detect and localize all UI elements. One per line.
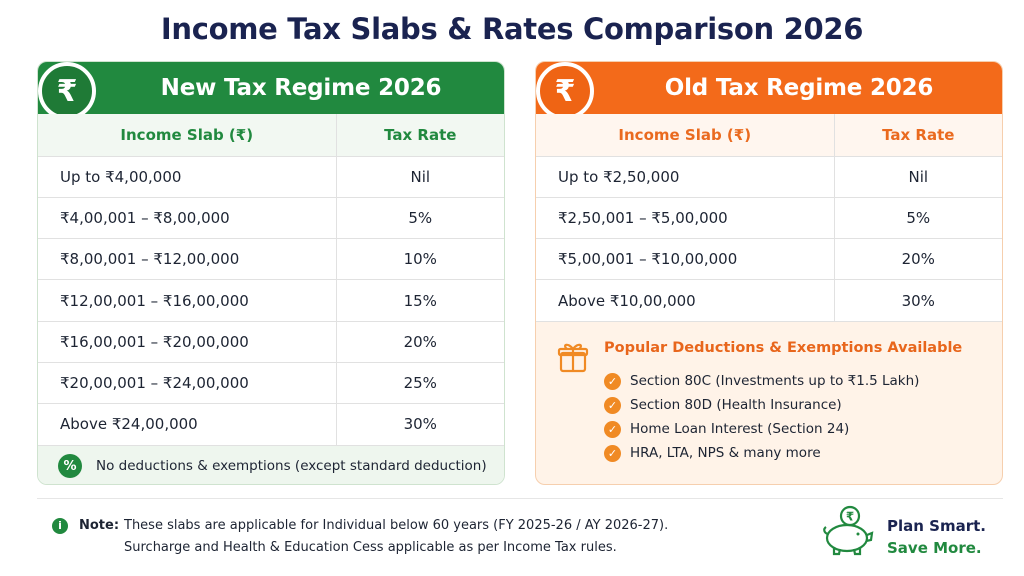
income-slab-cell: ₹8,00,001 – ₹12,00,000 (38, 238, 337, 281)
table-row: ₹12,00,001 – ₹16,00,000 15% (38, 279, 504, 322)
table-header-row: Income Slab (₹) Tax Rate (38, 114, 504, 157)
income-slab-cell: Above ₹10,00,000 (536, 279, 835, 322)
rupee-icon: ₹ (536, 62, 594, 120)
tax-rate-cell: 5% (834, 197, 1002, 240)
old-regime-table: Income Slab (₹) Tax Rate Up to ₹2,50,000… (536, 114, 1002, 322)
old-regime-header: ₹ Old Tax Regime 2026 (536, 62, 1002, 120)
no-deductions-note: % No deductions & exemptions (except sta… (38, 446, 504, 484)
table-row: Up to ₹2,50,000 Nil (536, 156, 1002, 198)
page-title: Income Tax Slabs & Rates Comparison 2026 (160, 12, 864, 46)
piggy-bank-icon: ₹ (823, 505, 874, 556)
note-text-line-2: Surcharge and Health & Education Cess ap… (124, 540, 617, 555)
check-circle-icon: ✓ (604, 420, 621, 438)
rupee-icon: ₹ (38, 62, 96, 120)
gift-icon (557, 343, 589, 373)
income-slab-cell: ₹2,50,001 – ₹5,00,000 (536, 197, 835, 240)
table-row: Above ₹10,00,000 30% (536, 279, 1002, 322)
divider (37, 498, 1003, 499)
deduction-text: Home Loan Interest (Section 24) (630, 421, 850, 437)
table-row: ₹2,50,001 – ₹5,00,000 5% (536, 197, 1002, 240)
table-row: ₹5,00,001 – ₹10,00,000 20% (536, 238, 1002, 281)
header-income-slab: Income Slab (₹) (536, 114, 835, 157)
old-regime-title: Old Tax Regime 2026 (664, 75, 934, 101)
deduction-text: Section 80C (Investments up to ₹1.5 Lakh… (630, 373, 920, 389)
header-tax-rate: Tax Rate (336, 114, 504, 157)
deductions-list: ✓ Section 80C (Investments up to ₹1.5 Lak… (604, 369, 919, 465)
check-circle-icon: ✓ (604, 396, 621, 414)
tax-rate-cell: Nil (834, 156, 1002, 198)
deductions-panel: Popular Deductions & Exemptions Availabl… (536, 324, 1002, 484)
old-regime-card: ₹ Old Tax Regime 2026 Income Slab (₹) Ta… (535, 61, 1003, 485)
table-row: Above ₹24,00,000 30% (38, 403, 504, 446)
check-circle-icon: ✓ (604, 444, 621, 462)
check-circle-icon: ✓ (604, 372, 621, 390)
list-item: ✓ Section 80D (Health Insurance) (604, 393, 919, 417)
table-row: ₹8,00,001 – ₹12,00,000 10% (38, 238, 504, 281)
slogan-save-more: Save More. (887, 539, 982, 557)
income-slab-cell: Above ₹24,00,000 (38, 403, 337, 446)
table-row: Up to ₹4,00,000 Nil (38, 156, 504, 198)
new-regime-card: ₹ New Tax Regime 2026 Income Slab (₹) Ta… (37, 61, 505, 485)
list-item: ✓ HRA, LTA, NPS & many more (604, 441, 919, 465)
tax-rate-cell: Nil (336, 156, 504, 198)
percent-icon: % (58, 454, 82, 478)
tax-rate-cell: 20% (336, 321, 504, 363)
header-income-slab: Income Slab (₹) (38, 114, 337, 157)
income-slab-cell: ₹5,00,001 – ₹10,00,000 (536, 238, 835, 281)
tax-rate-cell: 5% (336, 197, 504, 240)
table-header-row: Income Slab (₹) Tax Rate (536, 114, 1002, 157)
income-slab-cell: ₹12,00,001 – ₹16,00,000 (38, 279, 337, 322)
table-row: ₹20,00,001 – ₹24,00,000 25% (38, 362, 504, 405)
new-regime-title: New Tax Regime 2026 (160, 75, 442, 101)
svg-text:₹: ₹ (846, 510, 854, 524)
income-slab-cell: ₹4,00,001 – ₹8,00,000 (38, 197, 337, 240)
table-row: ₹16,00,001 – ₹20,00,000 20% (38, 321, 504, 363)
note-label: Note: (79, 518, 120, 533)
note-text-line-1: These slabs are applicable for Individua… (124, 518, 669, 533)
tax-rate-cell: 20% (834, 238, 1002, 281)
deduction-text: Section 80D (Health Insurance) (630, 397, 842, 413)
list-item: ✓ Home Loan Interest (Section 24) (604, 417, 919, 441)
table-row: ₹4,00,001 – ₹8,00,000 5% (38, 197, 504, 240)
tax-rate-cell: 15% (336, 279, 504, 322)
new-regime-header: ₹ New Tax Regime 2026 (38, 62, 504, 120)
list-item: ✓ Section 80C (Investments up to ₹1.5 Lak… (604, 369, 919, 393)
income-slab-cell: ₹16,00,001 – ₹20,00,000 (38, 321, 337, 363)
slogan: Plan Smart. Save More. (887, 515, 986, 559)
income-slab-cell: Up to ₹4,00,000 (38, 156, 337, 198)
tax-rate-cell: 30% (834, 279, 1002, 322)
deduction-text: HRA, LTA, NPS & many more (630, 445, 821, 461)
no-deductions-text: No deductions & exemptions (except stand… (96, 458, 487, 474)
income-slab-cell: ₹20,00,001 – ₹24,00,000 (38, 362, 337, 405)
tax-rate-cell: 30% (336, 403, 504, 446)
header-tax-rate: Tax Rate (834, 114, 1002, 157)
tax-rate-cell: 25% (336, 362, 504, 405)
slogan-plan-smart: Plan Smart. (887, 517, 986, 535)
income-slab-cell: Up to ₹2,50,000 (536, 156, 835, 198)
info-icon: i (52, 518, 68, 534)
tax-rate-cell: 10% (336, 238, 504, 281)
new-regime-table: Income Slab (₹) Tax Rate Up to ₹4,00,000… (38, 114, 504, 446)
deductions-title: Popular Deductions & Exemptions Availabl… (604, 340, 963, 356)
